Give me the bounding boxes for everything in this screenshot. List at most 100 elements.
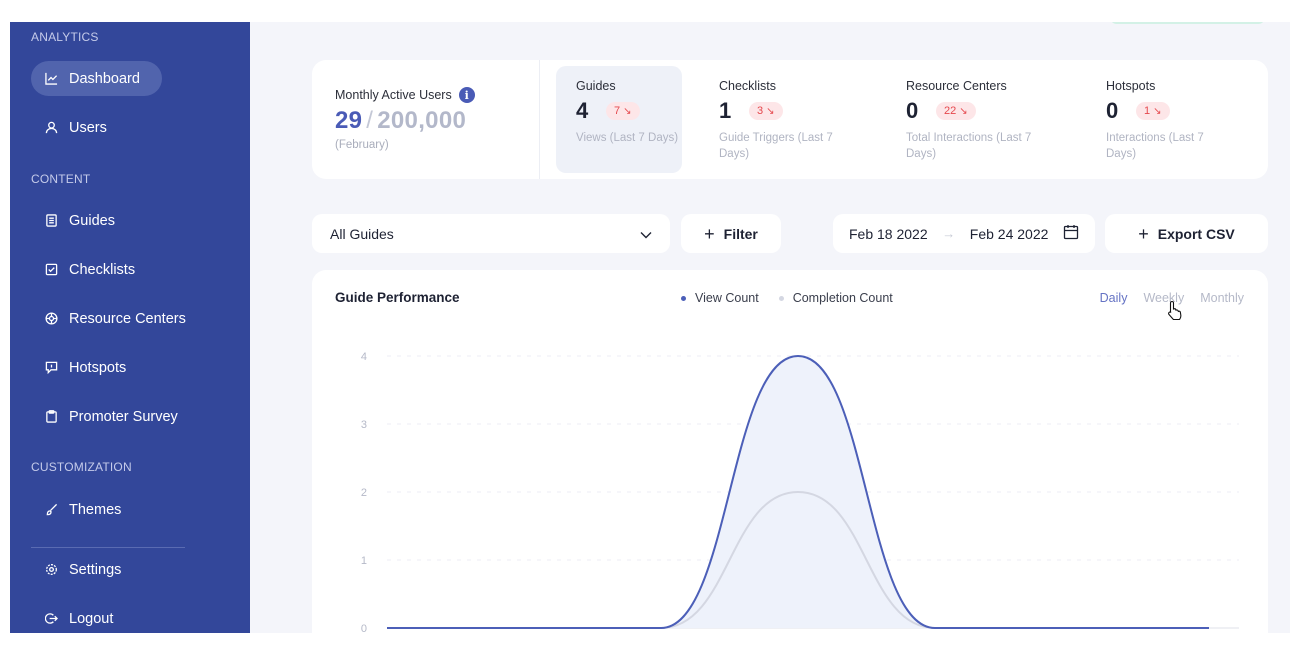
guide-select[interactable]: All Guides bbox=[312, 214, 670, 253]
arrow-down-right-icon: ↘ bbox=[623, 105, 632, 117]
legend-label: View Count bbox=[695, 291, 759, 305]
date-range-picker[interactable]: Feb 18 2022 → Feb 24 2022 bbox=[833, 214, 1095, 253]
date-to: Feb 24 2022 bbox=[969, 225, 1049, 242]
stat-value: 0 bbox=[906, 98, 919, 123]
stat-desc: Total Interactions (Last 7 Days) bbox=[906, 132, 1032, 160]
lifebuoy-icon bbox=[44, 312, 58, 326]
sidebar-item-label: Themes bbox=[69, 501, 122, 518]
sidebar-item-settings[interactable]: Settings bbox=[31, 552, 162, 587]
y-tick-label: 1 bbox=[361, 555, 367, 567]
mau-max: 200,000 bbox=[377, 107, 467, 134]
guide-performance-chart: 0 1 2 3 4 bbox=[361, 351, 1239, 633]
mau-label-row: Monthly Active Users i bbox=[335, 87, 475, 103]
change-badge: 3 ↘ bbox=[749, 102, 783, 120]
stat-value: 1 bbox=[719, 98, 732, 123]
change-value: 3 bbox=[757, 105, 764, 117]
chart-title: Guide Performance bbox=[335, 290, 460, 305]
stat-desc: Guide Triggers (Last 7 Days) bbox=[719, 132, 833, 160]
sidebar-item-themes[interactable]: Themes bbox=[31, 492, 162, 527]
sidebar-item-label: Guides bbox=[69, 212, 115, 229]
filter-button[interactable]: + Filter bbox=[681, 214, 781, 253]
section-label-content: CONTENT bbox=[31, 172, 91, 186]
arrow-right-icon: → bbox=[942, 226, 956, 241]
sidebar-item-label: Resource Centers bbox=[69, 310, 186, 327]
stat-card-guides[interactable]: Guides 4 7 ↘ Views (Last 7 Days) bbox=[556, 66, 682, 173]
sidebar: ANALYTICS Dashboard Users CONTENT Guides… bbox=[10, 22, 250, 633]
export-button-label: Export CSV bbox=[1157, 225, 1235, 242]
plus-icon: + bbox=[1138, 223, 1149, 244]
stat-title: Resource Centers bbox=[906, 79, 1007, 93]
section-label-customization: CUSTOMIZATION bbox=[31, 460, 132, 474]
stat-card-checklists[interactable]: Checklists 1 3 ↘ Guide Triggers (Last 7 Da… bbox=[699, 66, 869, 173]
export-csv-button[interactable]: + Export CSV bbox=[1105, 214, 1268, 253]
stat-desc: Views (Last 7 Days) bbox=[576, 132, 679, 144]
mau-label: Monthly Active Users bbox=[335, 88, 452, 102]
y-tick-label: 0 bbox=[361, 623, 367, 633]
legend-dot bbox=[778, 295, 784, 301]
guide-select-value: All Guides bbox=[330, 225, 394, 242]
arrow-down-right-icon: ↘ bbox=[766, 105, 775, 117]
section-label-analytics: ANALYTICS bbox=[31, 30, 99, 44]
app-frame: ANALYTICS Dashboard Users CONTENT Guides… bbox=[10, 22, 1290, 633]
checkbox-icon bbox=[44, 263, 58, 277]
period-weekly[interactable]: Weekly bbox=[1143, 291, 1185, 305]
sidebar-item-logout[interactable]: Logout bbox=[31, 601, 162, 633]
brush-icon bbox=[44, 503, 58, 517]
clipboard-icon bbox=[44, 410, 58, 424]
arrow-down-right-icon: ↘ bbox=[959, 105, 968, 117]
change-badge: 22 ↘ bbox=[936, 102, 976, 120]
sidebar-item-label: Hotspots bbox=[69, 359, 127, 376]
info-icon[interactable]: i bbox=[458, 87, 475, 103]
stat-desc: Interactions (Last 7 Days) bbox=[1106, 132, 1204, 160]
period-switcher: Daily Weekly Monthly bbox=[1084, 291, 1244, 305]
sidebar-item-label: Users bbox=[69, 119, 107, 136]
user-icon bbox=[44, 121, 58, 135]
document-icon bbox=[44, 214, 58, 228]
mau-value: 29 bbox=[335, 107, 363, 134]
gear-icon bbox=[44, 563, 58, 577]
top-action-button-edge[interactable] bbox=[1111, 22, 1264, 24]
chart-line-icon bbox=[44, 72, 58, 86]
stats-card: Monthly Active Users i 29/200,000 (Febru… bbox=[312, 60, 1268, 179]
legend-label: Completion Count bbox=[792, 291, 893, 305]
sidebar-item-checklists[interactable]: Checklists bbox=[31, 252, 162, 287]
stat-value: 0 bbox=[1106, 98, 1119, 123]
guide-performance-chart-card: Guide Performance View Count Completion … bbox=[312, 270, 1268, 633]
mau-separator: / bbox=[366, 107, 374, 134]
plus-icon: + bbox=[704, 223, 715, 244]
legend-completion-count[interactable]: Completion Count bbox=[778, 291, 893, 305]
mau-value-row: 29/200,000 bbox=[335, 107, 475, 135]
hand-pointer-cursor-icon bbox=[1167, 300, 1183, 325]
sidebar-item-users[interactable]: Users bbox=[31, 110, 162, 145]
period-daily[interactable]: Daily bbox=[1099, 291, 1128, 305]
sidebar-item-label: Settings bbox=[69, 561, 122, 578]
sidebar-divider bbox=[31, 547, 185, 548]
sidebar-item-dashboard[interactable]: Dashboard bbox=[31, 61, 162, 96]
sidebar-item-promoter-survey[interactable]: Promoter Survey bbox=[31, 399, 201, 434]
legend-view-count[interactable]: View Count bbox=[681, 291, 759, 305]
calendar-icon bbox=[1063, 224, 1079, 243]
stats-divider bbox=[539, 60, 540, 179]
stat-value: 4 bbox=[576, 98, 589, 123]
sidebar-item-resource-centers[interactable]: Resource Centers bbox=[31, 301, 201, 336]
stat-card-resource-centers[interactable]: Resource Centers 0 22 ↘ Total Interactions… bbox=[886, 66, 1066, 173]
filter-button-label: Filter bbox=[723, 225, 758, 242]
stat-card-hotspots[interactable]: Hotspots 0 1 ↘ Interactions (Last 7 Days) bbox=[1086, 66, 1256, 173]
legend-dot bbox=[681, 295, 686, 301]
y-tick-label: 3 bbox=[361, 419, 367, 431]
stat-title: Guides bbox=[576, 79, 616, 93]
view-count-line bbox=[387, 354, 1209, 629]
sidebar-item-hotspots[interactable]: Hotspots bbox=[31, 350, 162, 385]
y-tick-label: 4 bbox=[361, 351, 367, 363]
period-monthly[interactable]: Monthly bbox=[1200, 291, 1244, 305]
change-value: 22 bbox=[944, 105, 957, 117]
mau-stat: Monthly Active Users i 29/200,000 (Febru… bbox=[335, 87, 475, 151]
sidebar-item-label: Checklists bbox=[69, 261, 136, 278]
date-from: Feb 18 2022 bbox=[849, 225, 928, 242]
sidebar-item-guides[interactable]: Guides bbox=[31, 203, 162, 238]
sidebar-item-label: Logout bbox=[69, 610, 114, 627]
change-value: 7 bbox=[614, 105, 621, 117]
stat-title: Hotspots bbox=[1106, 79, 1156, 93]
change-badge: 1 ↘ bbox=[1136, 102, 1170, 120]
mau-period: (February) bbox=[335, 139, 389, 151]
